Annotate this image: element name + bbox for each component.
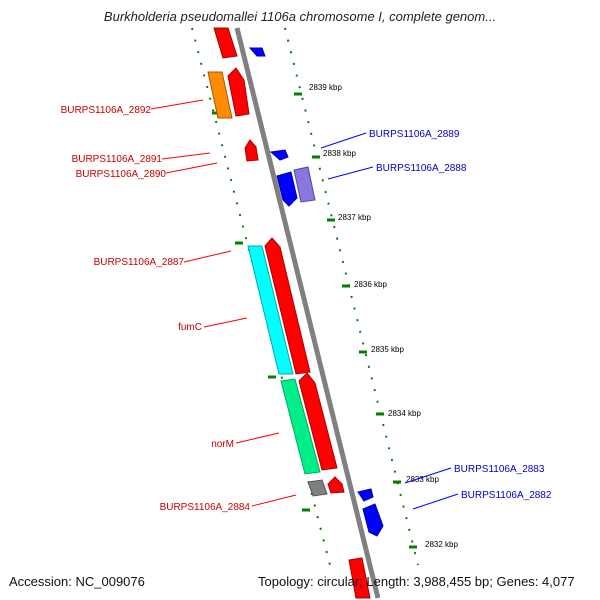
gene-arrow-norM xyxy=(298,372,338,471)
gene-arrow-2887 xyxy=(264,237,311,375)
gene-arrow-grey xyxy=(307,479,328,497)
forward-strand-features xyxy=(207,27,371,599)
gene-arrow-blue-top xyxy=(248,47,266,57)
gene-arrow-cyan xyxy=(247,245,294,375)
gene-arrow-2892 xyxy=(227,67,250,117)
leader-lines xyxy=(150,99,459,510)
tick-label: 2836 kbp xyxy=(354,280,387,289)
tick-label: 2837 kbp xyxy=(338,213,371,222)
tick-label: 2834 kbp xyxy=(388,409,421,418)
major-ticks xyxy=(212,92,417,549)
tick-label: 2835 kbp xyxy=(371,345,404,354)
gene-arrow-bottom xyxy=(348,557,371,599)
reverse-strand-features xyxy=(248,47,384,537)
gene-arrow-orange xyxy=(207,71,233,119)
topology-text: Topology: circular; Length: 3,988,455 bp… xyxy=(258,574,575,589)
gene-arrow-2884 xyxy=(327,476,345,494)
gene-arrow-2882 xyxy=(362,503,384,537)
gene-label: fumC xyxy=(178,322,202,333)
gene-arrow-2888 xyxy=(293,166,316,203)
gene-label: BURPS1106A_2890 xyxy=(76,169,167,180)
tick-label: 2838 kbp xyxy=(323,149,356,158)
gene-arrow-top xyxy=(213,27,238,59)
gene-label: BURPS1106A_2887 xyxy=(94,257,185,268)
gene-arrow-norM-green xyxy=(280,378,321,475)
map-title: Burkholderia pseudomallei 1106a chromoso… xyxy=(103,9,497,24)
gene-label: BURPS1106A_2884 xyxy=(160,502,251,513)
chromosome-backbone xyxy=(234,27,381,599)
tick-label: 2833 kbp xyxy=(406,475,439,484)
accession-text: Accession: NC_009076 xyxy=(9,574,145,589)
gene-arrow-2889 xyxy=(269,149,289,161)
tick-label: 2832 kbp xyxy=(425,540,458,549)
gene-arrow-2891 xyxy=(244,139,259,162)
outer-ruler-dots xyxy=(284,27,419,566)
gene-arrow-blue xyxy=(276,171,298,207)
gene-label: BURPS1106A_2883 xyxy=(454,464,545,475)
gene-label: BURPS1106A_2891 xyxy=(72,154,163,165)
gene-label: BURPS1106A_2882 xyxy=(461,490,552,501)
gene-label: BURPS1106A_2889 xyxy=(369,129,460,140)
gene-label: BURPS1106A_2892 xyxy=(61,105,152,116)
gene-labels: BURPS1106A_2892 BURPS1106A_2891 BURPS110… xyxy=(61,105,552,513)
gene-label: BURPS1106A_2888 xyxy=(376,163,467,174)
tick-labels: 2839 kbp 2838 kbp 2837 kbp 2836 kbp 2835… xyxy=(309,83,458,549)
gene-label: norM xyxy=(211,439,234,450)
tick-label: 2839 kbp xyxy=(309,83,342,92)
gene-arrow-2883 xyxy=(357,488,374,502)
